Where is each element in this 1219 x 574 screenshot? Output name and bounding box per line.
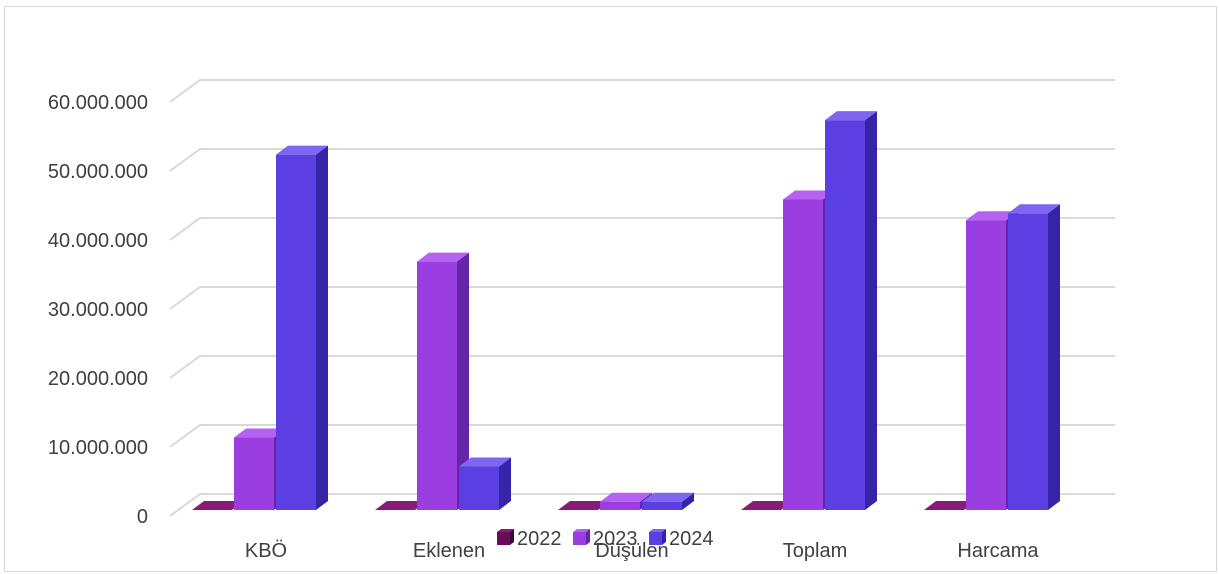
bar-2022-2 [558,501,610,510]
bar-top [192,501,244,510]
bar-top [558,501,610,510]
bar-2024-0 [276,145,328,510]
legend-label: 2022 [517,528,562,550]
bar-2023-1 [417,252,469,510]
y-tick-label: 10.000.000 [48,437,148,459]
bar-2024-3 [825,111,877,511]
bar-2022-3 [741,501,793,510]
gridline [169,148,1115,172]
bar-top [825,111,877,121]
bar-side [499,457,511,510]
bar-side [457,252,469,510]
bar-front [1008,213,1048,511]
bar-top [924,501,976,510]
bar-front [600,501,640,510]
legend-item-2024: 2024 [649,528,714,550]
y-axis-tick-labels: 0 10.000.000 20.000.000 30.000.000 40.000.00… [48,92,148,528]
bar-front [783,199,823,510]
bar-side [316,145,328,510]
bar-top [276,145,328,155]
x-axis-tick-labels: KBÖ Eklenen Düşülen Toplam Harcama [245,540,1040,562]
bar-front [825,120,865,511]
bar-top [417,252,469,262]
y-tick-label: 40.000.000 [48,230,148,252]
legend-swatch-side [662,529,666,545]
legend: 2022 2023 2024 [497,528,714,550]
bar-front [966,220,1006,510]
bar-2022-0 [192,501,244,510]
gridline [169,79,1115,103]
legend-item-2022: 2022 [497,528,562,550]
bar-side [865,111,877,511]
x-tick-label: Eklenen [413,540,485,562]
bar-top [741,501,793,510]
bar-2024-1 [459,457,511,510]
legend-swatch-side [586,529,590,545]
bar-front [417,261,457,510]
bar-top [783,190,835,200]
y-tick-label: 60.000.000 [48,92,148,114]
x-tick-label: KBÖ [245,540,287,562]
y-tick-label: 0 [137,506,148,528]
bar-front [276,154,316,510]
legend-label: 2023 [593,528,638,550]
bar-front [234,437,274,510]
bar-top [966,211,1018,221]
bar-top [375,501,427,510]
bar-2024-4 [1008,204,1060,511]
bar-top [642,492,694,502]
bar-top [234,428,286,438]
bar-top [1008,204,1060,214]
bars [192,111,1060,511]
chart-border [4,6,1217,572]
bar-front [459,466,499,510]
x-tick-label: Toplam [783,540,847,562]
bar-front [642,501,682,510]
bar-top [600,492,652,502]
bar-2022-4 [924,501,976,510]
legend-label: 2024 [669,528,714,550]
y-tick-label: 20.000.000 [48,368,148,390]
legend-swatch-top [573,529,590,532]
bar-side [682,492,694,510]
x-tick-label: Harcama [957,540,1039,562]
legend-swatch-top [497,529,514,532]
bar-top [459,457,511,467]
legend-swatch [573,532,586,545]
x-tick-label: Düşülen [595,540,668,562]
y-tick-label: 30.000.000 [48,299,148,321]
bar-2022-1 [375,501,427,510]
legend-swatch [497,532,510,545]
legend-swatch-top [649,529,666,532]
legend-swatch-side [510,529,514,545]
legend-swatch [649,532,662,545]
bar-side [1048,204,1060,511]
y-tick-label: 50.000.000 [48,161,148,183]
bar-2024-2 [642,492,694,510]
legend-item-2023: 2023 [573,528,638,550]
